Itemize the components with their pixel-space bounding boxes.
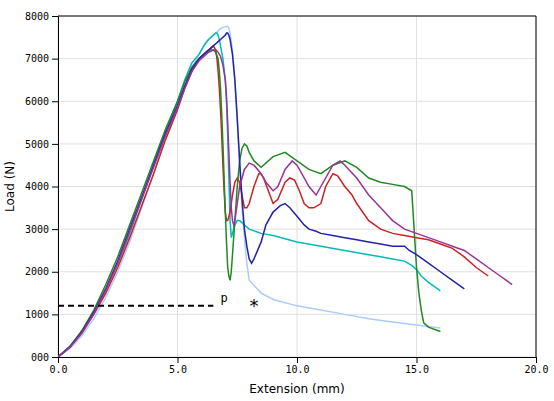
tick-mark <box>52 187 58 188</box>
tick-label: 15.0 <box>405 364 429 375</box>
tick: 000 <box>31 352 58 363</box>
series-line <box>58 33 440 357</box>
tick-label: 8000 <box>25 11 49 22</box>
tick: 15.0 <box>405 357 429 375</box>
tick-mark <box>52 314 58 315</box>
chart: 0.0 5.0 10.0 15.0 20.0 000 1000 2000 3000 4000 500… <box>0 0 554 401</box>
reference-line <box>58 305 213 307</box>
grid-line-y <box>58 16 536 17</box>
tick-label: 2000 <box>25 266 49 277</box>
tick-label: 6000 <box>25 96 49 107</box>
tick-mark <box>52 272 58 273</box>
grid-line-y <box>58 143 536 144</box>
grid <box>58 16 536 357</box>
x-axis-title: Extension (mm) <box>249 382 344 396</box>
x-axis: 0.0 5.0 10.0 15.0 20.0 <box>49 357 548 375</box>
series-line <box>58 50 512 357</box>
tick: 5.0 <box>169 357 187 375</box>
grid-line-y <box>58 314 536 315</box>
annotation: p <box>221 291 228 305</box>
tick-mark <box>417 357 418 363</box>
axis-line <box>52 17 59 358</box>
y-axis: 000 1000 2000 3000 4000 5000 6000 7000 8000 <box>25 11 59 363</box>
tick-mark <box>178 357 179 363</box>
annotation: * <box>249 295 258 316</box>
tick-mark <box>52 357 58 358</box>
tick-mark <box>52 16 58 17</box>
grid-line-y <box>58 271 536 272</box>
annotations: p* <box>221 291 259 316</box>
frame-top <box>58 16 536 17</box>
tick: 0.0 <box>49 357 67 375</box>
grid-line-x <box>536 16 537 357</box>
grid-line-y <box>58 101 536 102</box>
tick-mark <box>52 101 58 102</box>
tick: 3000 <box>25 224 58 235</box>
tick-label: 10.0 <box>285 364 309 375</box>
tick-label: 20.0 <box>524 364 548 375</box>
tick-label: 000 <box>31 352 49 363</box>
tick: 2000 <box>25 266 58 277</box>
tick: 8000 <box>25 11 58 22</box>
tick: 10.0 <box>285 357 309 375</box>
tick: 7000 <box>25 53 58 64</box>
tick: 4000 <box>25 181 58 192</box>
tick-label: 4000 <box>25 181 49 192</box>
series-line <box>58 46 488 357</box>
series-line <box>58 33 464 357</box>
tick-mark <box>52 59 58 60</box>
marks <box>58 26 512 357</box>
tick-label: 1000 <box>25 309 49 320</box>
tick-mark <box>297 357 298 363</box>
tick-label: 3000 <box>25 224 49 235</box>
tick: 1000 <box>25 309 58 320</box>
tick: 5000 <box>25 139 58 150</box>
frame-right <box>536 16 537 357</box>
axis-line <box>59 358 537 364</box>
tick-label: 0.0 <box>49 364 67 375</box>
tick-label: 7000 <box>25 53 49 64</box>
y-axis-title: Load (N) <box>3 161 17 212</box>
series-line <box>58 50 440 357</box>
tick: 6000 <box>25 96 58 107</box>
tick-mark <box>52 229 58 230</box>
tick-label: 5.0 <box>169 364 187 375</box>
grid-line-y <box>58 58 536 59</box>
tick-mark <box>52 144 58 145</box>
tick-mark <box>536 357 537 363</box>
tick: 20.0 <box>524 357 548 375</box>
series-line <box>58 26 440 357</box>
plot-area: 0.0 5.0 10.0 15.0 20.0 000 1000 2000 3000 4000 500… <box>25 11 549 375</box>
tick-label: 5000 <box>25 139 49 150</box>
